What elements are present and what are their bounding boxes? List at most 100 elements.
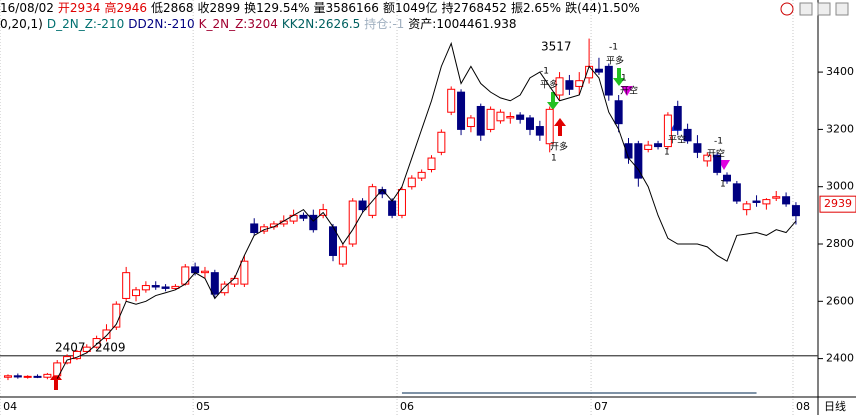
annotation: 1 <box>720 180 726 190</box>
candle-body <box>200 270 209 274</box>
annotation: 平多 <box>606 55 624 67</box>
candle-body <box>673 105 682 130</box>
candle-body <box>240 260 249 285</box>
header-field: 16/08/02 <box>0 1 54 15</box>
candle-body <box>466 117 475 128</box>
header-field: 持仓:-1 <box>364 17 405 31</box>
annotation: 开多 <box>550 141 568 153</box>
x-tick-label: 08 <box>796 400 810 413</box>
candle-body <box>53 362 62 377</box>
candle-body <box>663 114 672 148</box>
candle-body <box>496 111 505 122</box>
annotation: -1 <box>714 137 723 147</box>
candle-body <box>427 157 436 171</box>
header-field: 资产:1004461.938 <box>408 17 517 31</box>
header-field: DD2N:-210 <box>128 17 195 31</box>
candle-body <box>703 154 712 162</box>
candle-body <box>388 200 397 216</box>
candle-body <box>72 350 81 360</box>
candle-body <box>132 289 141 297</box>
candle-body <box>210 272 219 295</box>
candle-body <box>151 285 160 288</box>
candle-body <box>752 200 761 203</box>
y-tick-label: 3200 <box>826 122 854 135</box>
header-field: 持2768452 <box>441 1 507 15</box>
header-field: 0,20,1) <box>0 17 43 31</box>
signal-arrow <box>554 118 566 136</box>
annotation: -1 <box>609 43 618 53</box>
x-tick-label: 04 <box>3 400 17 413</box>
candle-body <box>535 126 544 136</box>
candle-body <box>742 203 751 211</box>
header-field: 换129.54% <box>244 1 310 15</box>
candle-body <box>122 272 131 299</box>
signal-arrow <box>547 92 559 110</box>
y-tick-label: 2600 <box>826 294 854 307</box>
candle-body <box>782 196 791 205</box>
candle-body <box>43 373 52 378</box>
icon[interactable] <box>817 2 831 16</box>
header-field: K_2N_Z:3204 <box>198 17 278 31</box>
candle-body <box>594 68 603 73</box>
candle-body <box>309 214 318 231</box>
candle-body <box>575 80 584 87</box>
annotation: 2409 <box>95 341 126 355</box>
candle-body <box>644 144 653 150</box>
candle-body <box>762 199 771 205</box>
y-tick-label: 3400 <box>826 65 854 78</box>
candle-body <box>397 189 406 216</box>
annotation: 2407 <box>55 341 86 355</box>
y-tick-label: 3000 <box>826 180 854 193</box>
annotation: 3517 <box>541 40 572 54</box>
header-line: 16/08/02 开2934 高2946 低2868 收2899 换129.54% 量358… <box>0 0 644 16</box>
y-tick-label: 2800 <box>826 237 854 250</box>
candle-body <box>23 375 32 378</box>
signal-triangle <box>621 86 633 96</box>
candle-body <box>417 171 426 179</box>
candle-body <box>791 205 800 217</box>
candle-body <box>338 246 347 265</box>
annotation: -1 <box>540 67 549 77</box>
header-field: D_2N_Z:-210 <box>46 17 125 31</box>
header-field: 跌(44)1.50% <box>565 1 640 15</box>
candle-body <box>722 174 731 182</box>
signals <box>50 68 730 390</box>
candle-body <box>437 131 446 153</box>
x-tick-label: 07 <box>594 400 608 413</box>
header-line: 0,20,1) D_2N_Z:-210 DD2N:-210 K_2N_Z:3204 KK… <box>0 16 521 32</box>
annotation: 1 <box>664 148 670 158</box>
x-tick-label: 05 <box>196 400 210 413</box>
candle-body <box>772 196 781 199</box>
candle-body <box>358 200 367 211</box>
icon[interactable] <box>799 2 813 16</box>
icon[interactable] <box>780 2 794 16</box>
candle-body <box>102 329 111 340</box>
x-tick-label: 06 <box>400 400 414 413</box>
annotation: 1 <box>621 74 627 84</box>
last-price-box <box>819 195 856 213</box>
header-field: 低2868 <box>151 1 194 15</box>
candle-body <box>299 214 308 219</box>
candle-body <box>141 285 150 291</box>
candle-body <box>634 143 643 179</box>
header-field: 收2899 <box>197 1 241 15</box>
header-field: 高2946 <box>104 1 147 15</box>
candle-body <box>457 91 466 130</box>
candle-body <box>92 338 101 348</box>
period-label: 日线 <box>824 399 846 413</box>
candle-body <box>516 114 525 120</box>
header-field: 额1049亿 <box>382 1 438 15</box>
candle-body <box>161 286 170 289</box>
candle-body <box>476 105 485 136</box>
candle-body <box>230 277 239 285</box>
candle-body <box>654 143 663 148</box>
header-field: KK2N:2626.5 <box>281 17 361 31</box>
candle-body <box>220 283 229 294</box>
toolbar-icons[interactable] <box>780 2 849 16</box>
annotation: 平多 <box>540 79 558 91</box>
icon[interactable] <box>835 2 849 16</box>
candle-body <box>33 375 42 378</box>
candle-body <box>604 65 613 96</box>
header-field: 振2.65% <box>510 1 562 15</box>
